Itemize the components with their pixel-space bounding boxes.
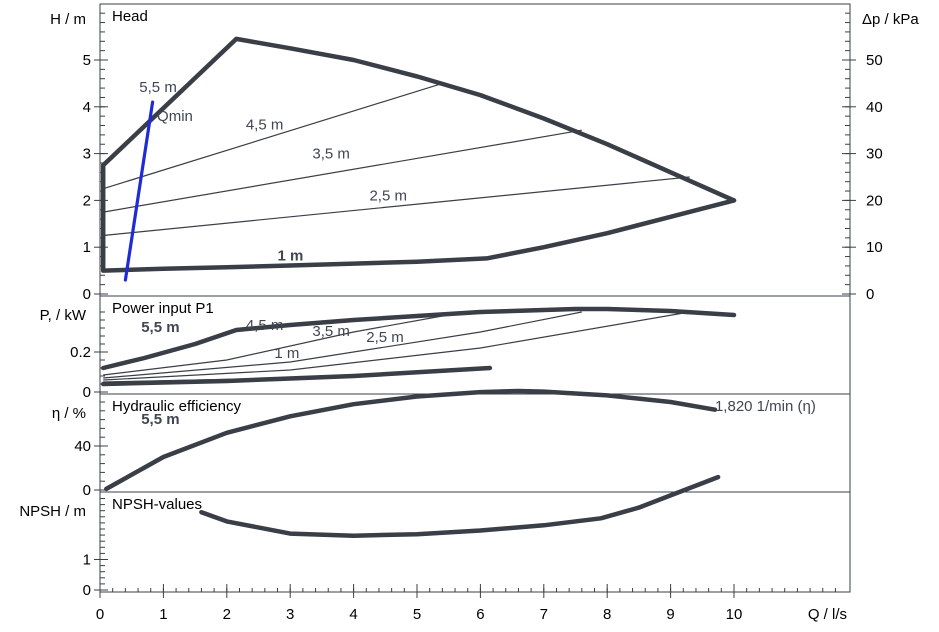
head-ytick-label: 4 [83,99,91,116]
efficiency-ylabel: η / % [52,405,86,422]
head-curve-label: 5,5 m [139,79,177,96]
head-ylabel-right: Δp / kPa [862,11,919,28]
npsh-ytick-label: 0 [83,582,91,599]
head-right-ytick-label: 0 [866,286,874,303]
head-right-ytick-label: 40 [866,99,883,116]
x-tick-label: 3 [286,606,294,623]
npsh-panel-title: NPSH-values [112,496,202,513]
power-curve-label: 1 m [274,345,299,362]
head-panel-frame [100,4,850,296]
head-series-5-5-m [103,39,734,201]
power-ytick-label: 0.2 [70,344,91,361]
head-ytick-label: 1 [83,239,91,256]
efficiency-curve-label: 5,5 m [141,411,179,428]
data-series [103,39,734,536]
x-tick-label: 4 [349,606,357,623]
power-curve-label: 2,5 m [366,329,404,346]
power-panel-title: Power input P1 [112,300,214,317]
head-ylabel: H / m [50,11,86,28]
x-tick-label: 2 [223,606,231,623]
npsh-ytick-label: 1 [83,552,91,569]
head-series-3-5-m [103,130,582,212]
head-right-ytick-label: 10 [866,239,883,256]
power-ytick-label: 0 [83,384,91,401]
head-ytick-label: 3 [83,146,91,163]
head-series-min [103,165,734,270]
head-ytick-label: 0 [83,286,91,303]
head-series-4-5-m [103,83,442,188]
head-right-ytick-label: 50 [866,52,883,69]
efficiency-ytick-label: 40 [74,438,91,455]
head-curve-label: 3,5 m [312,145,350,162]
head-curve-label: 2,5 m [369,187,407,204]
head-ytick-label: 2 [83,192,91,209]
head-curve-label: 4,5 m [246,116,284,133]
x-tick-label: 1 [159,606,167,623]
head-curve-label: Qmin [157,108,193,125]
head-panel-title: Head [112,8,148,25]
x-tick-label: 7 [540,606,548,623]
x-tick-label: 8 [603,606,611,623]
power-ylabel: P, / kW [40,307,87,324]
npsh-series-npsh [201,477,718,536]
head-right-ytick-label: 30 [866,146,883,163]
npsh-ylabel: NPSH / m [19,503,86,520]
npsh-panel-frame [100,492,850,592]
power-curve-label: 4,5 m [246,317,284,334]
head-series-2-5-m [103,177,689,236]
head-curve-label: 1 m [278,247,304,264]
x-tick-label: 10 [726,606,743,623]
efficiency-curve-label: 1,820 1/min (η) [715,398,816,415]
x-tick-label: 0 [96,606,104,623]
x-tick-label: 6 [476,606,484,623]
efficiency-ytick-label: 0 [83,482,91,499]
power-series-5-5-m [103,309,734,368]
power-curve-label: 3,5 m [312,323,350,340]
x-tick-label: 9 [666,606,674,623]
x-tick-label: 5 [413,606,421,623]
head-ytick-label: 5 [83,52,91,69]
head-right-ytick-label: 20 [866,192,883,209]
x-axis-label: Q / l/s [808,606,847,623]
power-curve-label: 5,5 m [141,319,179,336]
